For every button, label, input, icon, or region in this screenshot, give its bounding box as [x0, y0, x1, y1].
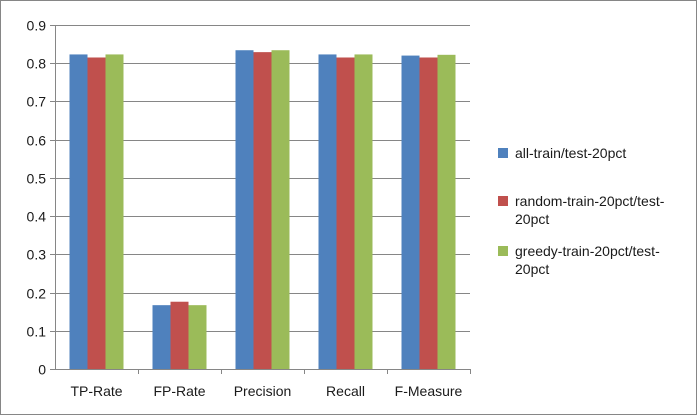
x-tick-label: TP-Rate [70, 383, 122, 399]
axes: 0 0.1 0.2 0.3 0.4 0.5 0.6 0.7 0.8 0.9 TP-Rate FP-Ra… [27, 18, 471, 399]
y-tick-label: 0.4 [27, 209, 47, 225]
bar-recall-series-3 [354, 54, 373, 369]
bar-fp-rate-series-1 [152, 305, 171, 369]
y-tick-label: 0.2 [27, 286, 47, 302]
y-tick-label: 0.5 [27, 171, 47, 187]
y-tick-label: 0.6 [27, 133, 47, 149]
bar-precision-series-2 [253, 52, 272, 369]
y-tick-label: 0.9 [27, 18, 47, 34]
legend-swatch [498, 246, 508, 256]
bar-recall-series-2 [336, 57, 355, 369]
y-tick-label: 0 [38, 362, 46, 378]
bar-precision-series-1 [235, 50, 254, 370]
legend-label: all-train/test-20pct [515, 145, 626, 161]
bar-fp-rate-series-3 [188, 305, 207, 369]
bar-f-measure-series-3 [437, 54, 456, 370]
bar-recall-series-1 [318, 54, 337, 369]
y-tick-label: 0.8 [27, 56, 47, 72]
bar-precision-series-3 [271, 50, 290, 370]
y-tick-label: 0.7 [27, 94, 47, 110]
x-tick-label: Recall [326, 383, 365, 399]
bar-fp-rate-series-2 [170, 301, 189, 369]
bar-f-measure-series-1 [401, 55, 420, 369]
bar-tp-rate-series-2 [87, 57, 106, 369]
legend-swatch [498, 148, 508, 158]
x-tick-label: F-Measure [395, 383, 463, 399]
legend-label: greedy-train-20pct/test-20pct [515, 243, 660, 277]
bar-tp-rate-series-3 [105, 54, 124, 369]
y-tick-label: 0.3 [27, 247, 47, 263]
bar-f-measure-series-2 [419, 57, 438, 369]
bar-tp-rate-series-1 [69, 54, 88, 369]
legend-label: random-train-20pct/test-20pct [515, 193, 665, 227]
bars [69, 50, 456, 370]
x-tick-label: Precision [234, 383, 292, 399]
x-tick-label: FP-Rate [153, 383, 205, 399]
y-tick-label: 0.1 [27, 324, 47, 340]
legend: all-train/test-20pct random-train-20pct/t… [498, 145, 665, 277]
legend-swatch [498, 196, 508, 206]
